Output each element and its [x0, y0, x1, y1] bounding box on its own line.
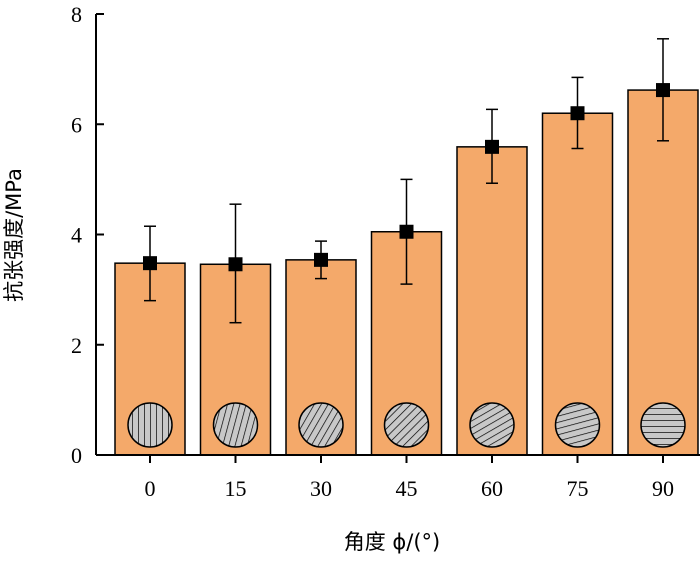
x-tick-label: 75 [567, 476, 589, 501]
mean-marker [314, 252, 328, 267]
mean-marker [228, 257, 243, 272]
fiber-orientation-disc [640, 402, 686, 448]
x-tick-label: 90 [652, 476, 674, 501]
mean-marker [656, 83, 670, 98]
bar [627, 89, 699, 456]
x-ticks: 0 15 30 45 60 75 90 [145, 455, 674, 501]
y-ticks: 0 2 4 6 8 [71, 2, 104, 468]
bars-layer [114, 89, 699, 456]
bar [541, 112, 614, 456]
fiber-orientation-disc [383, 402, 430, 448]
error-bars-layer [143, 38, 670, 324]
x-tick-label: 45 [396, 476, 418, 501]
y-axis-title: 抗张强度/MPa [2, 168, 26, 302]
mean-marker [485, 139, 499, 154]
y-tick-label: 8 [71, 2, 82, 27]
fiber-orientation-disc [298, 402, 344, 448]
x-axis-title: 角度 ϕ/(°) [344, 530, 441, 554]
y-tick-label: 2 [71, 333, 82, 358]
y-tick-label: 6 [71, 112, 82, 137]
x-tick-label: 0 [145, 476, 156, 501]
fiber-orientation-disc [469, 402, 515, 448]
fiber-orientation-disc [127, 402, 173, 448]
fiber-orientation-discs [127, 402, 686, 448]
mean-marker [570, 106, 585, 121]
x-tick-label: 30 [310, 476, 332, 501]
y-tick-label: 4 [71, 223, 82, 248]
mean-marker [399, 224, 414, 239]
x-tick-label: 60 [481, 476, 503, 501]
mean-marker [143, 256, 157, 271]
fiber-orientation-disc [554, 402, 601, 448]
x-tick-label: 15 [225, 476, 247, 501]
y-tick-label: 0 [71, 443, 82, 468]
fiber-orientation-disc [212, 402, 259, 448]
